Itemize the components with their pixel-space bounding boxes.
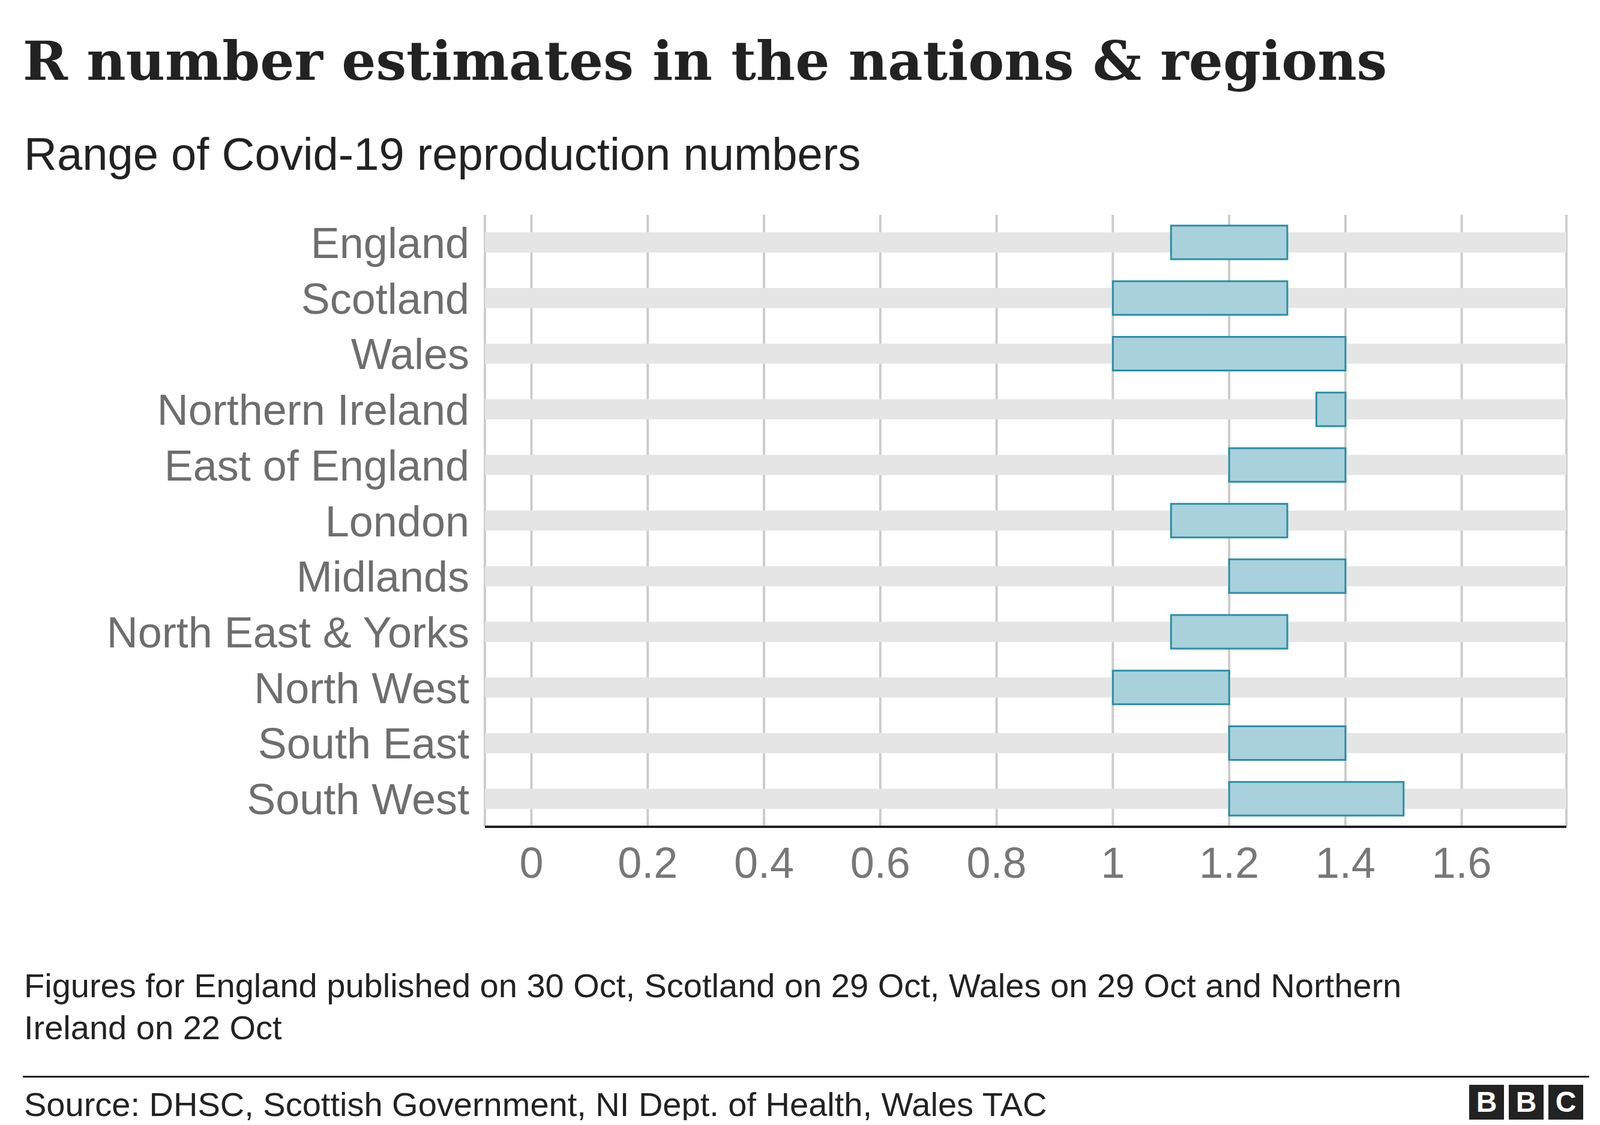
svg-text:1.2: 1.2	[1199, 839, 1260, 888]
html-text:B: B	[1476, 1086, 1497, 1119]
html-text:Range of Covid-19 reproduction: Range of Covid-19 reproduction numbers	[24, 128, 861, 180]
svg-text:England: England	[310, 219, 470, 268]
svg-text:South East: South East	[258, 719, 470, 768]
svg-text:London: London	[325, 497, 470, 546]
svg-text:North East & Yorks: North East & Yorks	[106, 608, 470, 657]
svg-text:East of England: East of England	[164, 441, 470, 490]
svg-text:North West: North West	[253, 664, 470, 713]
svg-text:Wales: Wales	[351, 330, 470, 379]
html-text:Source: DHSC, Scottish Governm: Source: DHSC, Scottish Government, NI De…	[24, 1085, 1047, 1124]
svg-text:1.4: 1.4	[1315, 839, 1376, 888]
html-text:Figures for England published: Figures for England published on 30 Oct,…	[24, 966, 1402, 1047]
svg-text:Northern Ireland: Northern Ireland	[157, 385, 470, 434]
svg-text:Scotland: Scotland	[301, 274, 470, 323]
svg-text:1.6: 1.6	[1431, 839, 1492, 888]
svg-text:0: 0	[519, 839, 544, 888]
html-text:C: C	[1555, 1086, 1577, 1119]
svg-text:South West: South West	[246, 775, 470, 824]
html-text:R number estimates in the nati: R number estimates in the nations & regi…	[22, 28, 1388, 93]
svg-text:0.4: 0.4	[733, 839, 794, 888]
svg-text:0.8: 0.8	[966, 839, 1027, 888]
svg-text:1: 1	[1100, 839, 1125, 888]
svg-text:0.2: 0.2	[617, 839, 678, 888]
svg-text:Midlands: Midlands	[296, 552, 470, 601]
html-text:B: B	[1515, 1086, 1537, 1119]
svg-text:0.6: 0.6	[850, 839, 911, 888]
